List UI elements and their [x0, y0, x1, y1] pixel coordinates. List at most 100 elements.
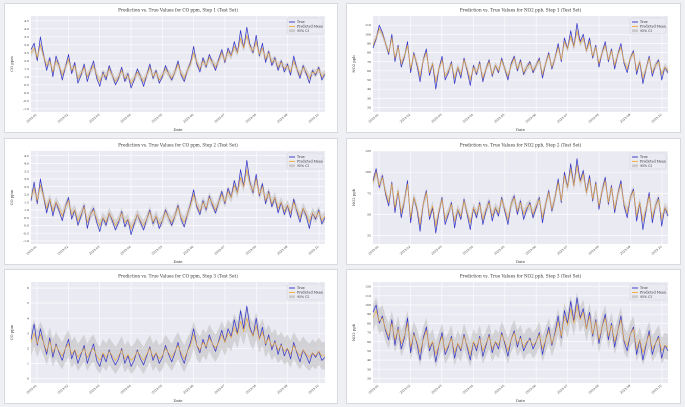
y-tick-label: 75	[367, 191, 371, 195]
legend-label: 95% CI	[640, 164, 653, 168]
y-tick-label: -0.5	[23, 231, 29, 235]
x-tick-label: 2023-10	[651, 245, 663, 256]
x-axis-label: Date	[173, 127, 183, 132]
series-predicted-line	[30, 34, 326, 84]
y-axis-label: CO ppm	[9, 189, 14, 205]
x-tick-label: 2023-01	[368, 384, 380, 395]
series-predicted-line	[372, 28, 669, 83]
x-tick-label: 2023-09	[276, 245, 288, 256]
legend-ci-swatch	[632, 29, 638, 33]
y-tick-label: 5	[27, 301, 29, 305]
x-tick-label: 2023-03	[88, 113, 100, 124]
series-predicted-line	[30, 169, 326, 229]
x-tick-label: 2023-08	[588, 384, 600, 395]
y-tick-label: 4.0	[24, 162, 29, 166]
x-tick-label: 2023-02	[399, 113, 411, 124]
x-tick-label: 2023-09	[276, 113, 288, 124]
x-tick-label: 2023-02	[57, 245, 69, 256]
x-tick-label: 2023-08	[245, 245, 257, 256]
chart-no2-step2: Prediction vs. True Values for NO2 ppb, …	[351, 143, 669, 264]
x-tick-label: 2023-06	[182, 113, 194, 124]
chart-panel-co-step1: Prediction vs. True Values for CO ppm, S…	[4, 3, 338, 133]
y-tick-label: 50	[367, 78, 371, 82]
y-tick-label: 20	[367, 106, 371, 110]
y-tick-label: 0.5	[24, 216, 29, 220]
y-tick-label: 1.5	[24, 200, 29, 204]
y-tick-label: 6	[27, 286, 29, 290]
x-tick-label: 2023-09	[619, 113, 631, 124]
legend-label: Predicted Mean	[640, 160, 666, 164]
x-tick-label: 2023-09	[619, 245, 631, 256]
x-tick-label: 2023-03	[430, 245, 442, 256]
y-tick-label: 100	[365, 32, 371, 36]
y-tick-label: 70	[367, 60, 371, 64]
x-tick-label: 2023-10	[651, 384, 663, 395]
x-tick-label: 2023-07	[214, 245, 226, 256]
chart-co-step2: Prediction vs. True Values for CO ppm, S…	[9, 143, 326, 264]
y-tick-label: 1.5	[24, 67, 29, 71]
x-tick-label: 2023-05	[493, 245, 505, 256]
x-tick-label: 2023-01	[26, 384, 38, 395]
y-axis-label: NO2 ppb	[351, 55, 356, 73]
y-tick-label: 3.0	[24, 177, 29, 181]
x-tick-label: 2023-05	[151, 384, 163, 395]
x-tick-label: 2023-01	[368, 113, 380, 124]
y-axis-label: NO2 ppb	[351, 323, 356, 341]
x-tick-label: 2023-04	[462, 113, 474, 124]
legend-label: Predicted Mean	[297, 25, 323, 29]
y-tick-label: 50	[367, 213, 371, 217]
legend-label: Predicted Mean	[297, 160, 323, 164]
legend-box	[629, 17, 667, 35]
x-tick-label: 2023-02	[57, 113, 69, 124]
x-tick-label: 2023-04	[120, 113, 132, 124]
legend-label: True	[297, 20, 305, 24]
y-tick-label: 125	[365, 149, 371, 153]
x-tick-label: 2023-01	[26, 245, 38, 256]
series-predicted-line	[372, 304, 669, 355]
y-tick-label: 30	[367, 367, 371, 371]
plot-area	[31, 151, 325, 244]
x-axis-label: Date	[516, 259, 526, 264]
x-tick-label: 2023-10	[308, 384, 320, 395]
x-tick-label: 2023-02	[57, 384, 69, 395]
y-axis-label: CO ppm	[9, 56, 14, 72]
x-tick-label: 2023-04	[120, 384, 132, 395]
legend-label: 95% CI	[640, 295, 653, 299]
y-tick-label: 110	[365, 23, 371, 27]
chart-title: Prediction vs. True Values for NO2 ppb, …	[460, 143, 582, 148]
legend-label: True	[297, 155, 305, 159]
x-tick-label: 2023-10	[308, 113, 320, 124]
x-tick-label: 2023-06	[525, 245, 537, 256]
y-tick-label: -0.5	[23, 99, 29, 103]
y-tick-label: 4.5	[24, 154, 29, 158]
y-tick-label: 70	[367, 331, 371, 335]
x-tick-label: 2023-02	[399, 245, 411, 256]
y-tick-label: -1.0	[23, 107, 29, 111]
x-tick-label: 2023-03	[88, 384, 100, 395]
chart-co-step1: Prediction vs. True Values for CO ppm, S…	[9, 8, 326, 132]
legend-label: True	[297, 286, 305, 290]
y-tick-label: 2	[27, 346, 29, 350]
chart-panel-co-step2: Prediction vs. True Values for CO ppm, S…	[4, 138, 338, 265]
x-tick-label: 2023-08	[588, 113, 600, 124]
y-tick-label: 40	[367, 87, 371, 91]
x-axis-label: Date	[173, 259, 183, 264]
y-tick-label: 3.5	[24, 35, 29, 39]
x-tick-label: 2023-05	[151, 245, 163, 256]
legend-label: True	[640, 286, 648, 290]
y-axis-label: NO2 ppb	[351, 188, 356, 206]
ci-band	[31, 304, 325, 374]
series-true-line	[372, 158, 669, 234]
legend-box	[629, 152, 667, 170]
plot-area	[31, 282, 325, 383]
x-tick-label: 2023-04	[462, 245, 474, 256]
legend-label: 95% CI	[297, 295, 310, 299]
x-axis-label: Date	[173, 398, 183, 403]
x-tick-label: 2023-01	[368, 245, 380, 256]
y-tick-label: 4	[27, 316, 29, 320]
x-tick-label: 2023-06	[525, 384, 537, 395]
series-true-line	[372, 22, 669, 90]
